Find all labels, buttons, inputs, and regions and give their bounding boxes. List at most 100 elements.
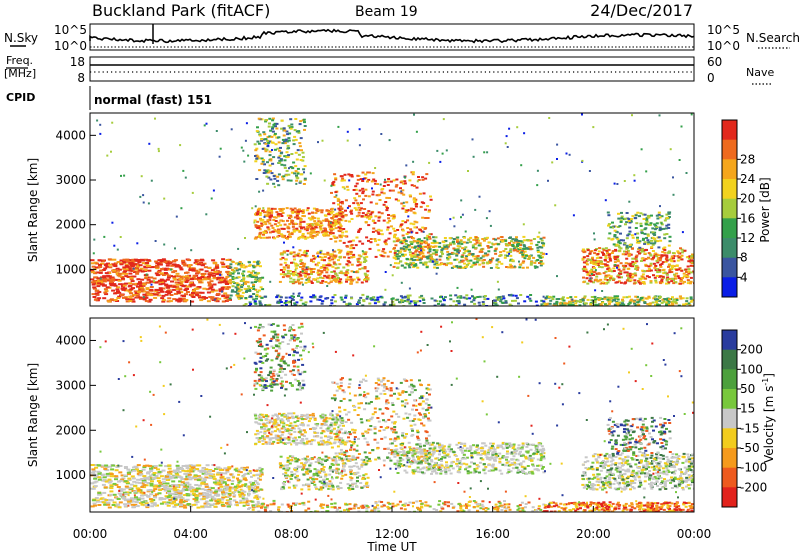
- range-cell: [535, 243, 539, 246]
- range-cell: [242, 274, 245, 277]
- range-cell: [108, 263, 113, 266]
- range-cell: [617, 217, 621, 220]
- range-cell: [464, 246, 468, 249]
- range-cell: [149, 286, 154, 288]
- range-cell: [258, 134, 262, 137]
- range-cell: [572, 214, 575, 217]
- range-cell: [357, 278, 361, 281]
- range-cell: [273, 207, 277, 210]
- range-cell: [361, 192, 365, 195]
- range-cell: [357, 257, 361, 260]
- range-cell: [219, 472, 224, 475]
- range-cell: [599, 297, 602, 300]
- range-cell: [178, 277, 183, 280]
- range-cell: [529, 294, 533, 296]
- range-cell: [332, 250, 336, 253]
- range-cell: [286, 301, 290, 304]
- range-cell: [344, 294, 348, 297]
- range-cell: [344, 214, 348, 217]
- range-cell: [235, 269, 239, 272]
- range-cell: [593, 262, 597, 265]
- range-cell: [240, 286, 244, 288]
- range-cell: [420, 249, 423, 252]
- range-cell: [197, 484, 202, 487]
- range-cell: [410, 184, 414, 187]
- range-cell: [206, 300, 211, 303]
- range-cell: [255, 297, 258, 300]
- range-cell: [246, 281, 250, 284]
- range-cell: [299, 159, 303, 161]
- range-cell: [413, 302, 417, 304]
- range-cell: [402, 205, 406, 207]
- range-cell: [328, 277, 332, 280]
- range-cell: [227, 492, 232, 495]
- range-cell: [611, 221, 614, 224]
- range-cell: [645, 170, 648, 173]
- range-cell: [280, 304, 284, 306]
- range-cell: [292, 278, 296, 281]
- range-cell: [237, 272, 240, 275]
- range-cell: [496, 258, 500, 261]
- range-cell: [643, 252, 647, 255]
- range-cell: [411, 259, 415, 262]
- range-cell: [283, 155, 286, 158]
- range-cell: [420, 230, 424, 233]
- range-cell: [380, 296, 384, 299]
- range-cell: [331, 183, 335, 186]
- range-cell: [282, 140, 286, 143]
- range-cell: [626, 234, 630, 237]
- range-cell: [253, 221, 256, 224]
- range-cell: [586, 255, 590, 258]
- range-cell: [166, 477, 171, 480]
- range-cell: [429, 198, 433, 201]
- range-cell: [371, 220, 375, 223]
- range-cell: [251, 274, 255, 277]
- range-cell: [95, 499, 100, 502]
- range-cell: [179, 268, 184, 271]
- range-cell: [573, 299, 577, 302]
- range-cell: [254, 302, 258, 305]
- range-cell: [137, 488, 142, 491]
- range-cell: [622, 296, 626, 299]
- range-cell: [654, 264, 658, 267]
- range-cell: [442, 297, 445, 300]
- range-cell: [327, 211, 331, 214]
- range-cell: [123, 474, 128, 477]
- range-cell: [486, 261, 489, 264]
- range-cell: [504, 254, 508, 257]
- range-cell: [268, 164, 272, 167]
- range-cell: [511, 299, 514, 302]
- range-cell: [382, 255, 386, 258]
- range-cell: [177, 291, 181, 294]
- range-cell: [96, 464, 101, 467]
- range-cell: [647, 295, 651, 298]
- range-cell: [422, 230, 425, 233]
- range-cell: [148, 142, 151, 145]
- range-cell: [369, 201, 373, 204]
- range-cell: [668, 298, 671, 301]
- range-cell: [306, 266, 310, 269]
- range-cell: [269, 170, 272, 173]
- range-cell: [197, 286, 202, 289]
- range-cell: [380, 191, 384, 194]
- range-cell: [177, 275, 181, 278]
- range-cell: [412, 160, 415, 163]
- range-cell: [410, 246, 414, 249]
- range-cell: [627, 233, 631, 236]
- range-cell: [210, 503, 215, 506]
- range-cell: [298, 255, 302, 258]
- range-cell: [292, 272, 296, 275]
- range-cell: [194, 494, 199, 497]
- range-cell: [487, 246, 491, 249]
- range-cell: [107, 258, 112, 261]
- range-cell: [303, 274, 307, 277]
- range-cell: [126, 275, 131, 278]
- range-cell: [264, 138, 268, 141]
- range-cell: [554, 304, 558, 306]
- range-cell: [467, 250, 471, 253]
- range-cell: [406, 263, 410, 266]
- range-cell: [161, 258, 166, 261]
- range-cell: [422, 263, 426, 266]
- range-cell: [157, 471, 162, 473]
- range-cell: [333, 294, 337, 296]
